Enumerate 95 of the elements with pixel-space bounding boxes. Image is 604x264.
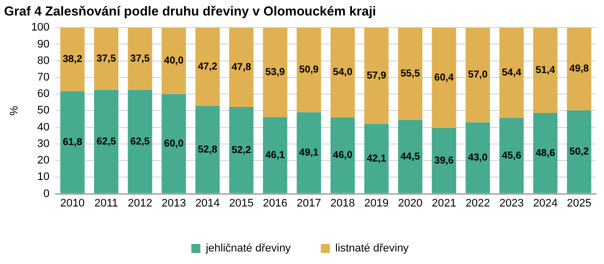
data-label: 49,8 <box>569 64 590 75</box>
bar <box>466 28 490 122</box>
bar <box>94 28 118 90</box>
x-tick-label: 2024 <box>533 197 558 210</box>
data-label: 45,6 <box>502 150 522 162</box>
x-tick-label: 2015 <box>229 197 254 210</box>
data-label: 54,4 <box>502 68 522 79</box>
data-label: 62,5 <box>96 136 116 148</box>
data-label: 37,5 <box>96 54 116 65</box>
x-tick-label: 2012 <box>128 197 152 210</box>
data-label: 44,5 <box>400 151 420 162</box>
y-tick-label: 0 <box>43 188 50 200</box>
x-tick-label: 2013 <box>162 197 186 210</box>
data-label: 42,1 <box>366 153 387 164</box>
data-label: 62,5 <box>130 136 150 148</box>
data-label: 50,9 <box>299 64 320 76</box>
bar <box>364 124 389 194</box>
data-label: 47,8 <box>232 62 252 74</box>
data-label: 49,1 <box>299 148 320 158</box>
chart-title: Graf 4 Zalesňování podle druhu dřeviny v Olomouckém kraji <box>4 3 376 18</box>
y-tick-label: 60 <box>37 88 50 100</box>
bar <box>398 28 422 120</box>
x-tick-label: 2022 <box>466 197 490 210</box>
bar <box>364 28 389 124</box>
bar <box>94 90 118 194</box>
bar <box>330 117 355 194</box>
bar <box>262 28 288 118</box>
bar <box>229 28 254 108</box>
data-label: 57,9 <box>366 70 387 82</box>
data-label: 37,5 <box>130 54 150 65</box>
y-tick-label: 40 <box>37 121 50 134</box>
bar <box>296 112 322 194</box>
data-label: 38,2 <box>62 54 83 66</box>
y-axis-title: % <box>8 106 21 116</box>
bar <box>296 28 322 112</box>
bar <box>499 28 524 118</box>
x-tick-label: 2019 <box>364 197 389 210</box>
legend-label: jehličnaté dřeviny <box>204 242 292 255</box>
bar <box>330 28 355 118</box>
legend-label: listnaté dřeviny <box>335 242 410 255</box>
bar <box>466 122 490 194</box>
y-tick-label: 90 <box>37 38 50 50</box>
data-label: 51,4 <box>536 65 556 76</box>
x-tick-label: 2010 <box>60 197 85 210</box>
data-label: 39,6 <box>434 155 454 166</box>
y-tick-label: 50 <box>37 104 50 117</box>
bar <box>566 110 592 194</box>
bar <box>533 28 558 114</box>
data-label: 60,0 <box>164 138 184 150</box>
bar <box>432 128 456 194</box>
data-label: 48,6 <box>536 148 556 159</box>
bar <box>566 28 592 110</box>
bar <box>229 107 254 194</box>
x-tick-label: 2018 <box>330 197 355 210</box>
x-tick-label: 2025 <box>566 197 592 210</box>
y-tick-label: 80 <box>37 54 50 67</box>
y-tick-label: 10 <box>37 171 50 184</box>
data-label: 52,8 <box>198 144 218 156</box>
bar <box>499 118 524 194</box>
x-tick-label: 2011 <box>94 197 118 210</box>
data-label: 52,2 <box>232 144 252 156</box>
data-label: 60,4 <box>434 72 454 84</box>
x-tick-label: 2020 <box>398 197 422 210</box>
bar <box>398 120 422 194</box>
y-tick-label: 70 <box>37 71 50 84</box>
bar <box>162 28 186 94</box>
data-label: 40,0 <box>164 56 184 67</box>
data-label: 61,8 <box>62 136 83 148</box>
data-label: 47,2 <box>198 62 218 73</box>
bar <box>162 94 186 194</box>
x-tick-label: 2021 <box>432 197 456 210</box>
data-label: 57,0 <box>468 70 488 81</box>
data-label: 46,1 <box>265 150 286 161</box>
data-label: 46,0 <box>332 150 353 162</box>
bar <box>128 28 152 90</box>
bar <box>432 28 456 128</box>
x-tick-label: 2016 <box>262 197 288 210</box>
x-tick-label: 2017 <box>296 197 322 210</box>
y-tick-label: 100 <box>31 22 50 34</box>
data-label: 53,9 <box>265 67 286 78</box>
x-tick-label: 2023 <box>499 197 524 210</box>
bar <box>60 28 85 92</box>
data-label: 55,5 <box>400 68 420 80</box>
bar <box>195 106 220 194</box>
data-label: 50,2 <box>569 146 590 158</box>
bar <box>128 90 152 194</box>
y-tick-label: 20 <box>37 154 50 167</box>
x-tick-label: 2014 <box>195 197 220 210</box>
y-tick-label: 30 <box>37 138 50 150</box>
bar <box>60 91 85 194</box>
data-label: 54,0 <box>332 67 353 78</box>
data-label: 43,0 <box>468 152 488 164</box>
bar <box>195 28 220 106</box>
bar <box>262 117 288 194</box>
bar <box>533 113 558 194</box>
